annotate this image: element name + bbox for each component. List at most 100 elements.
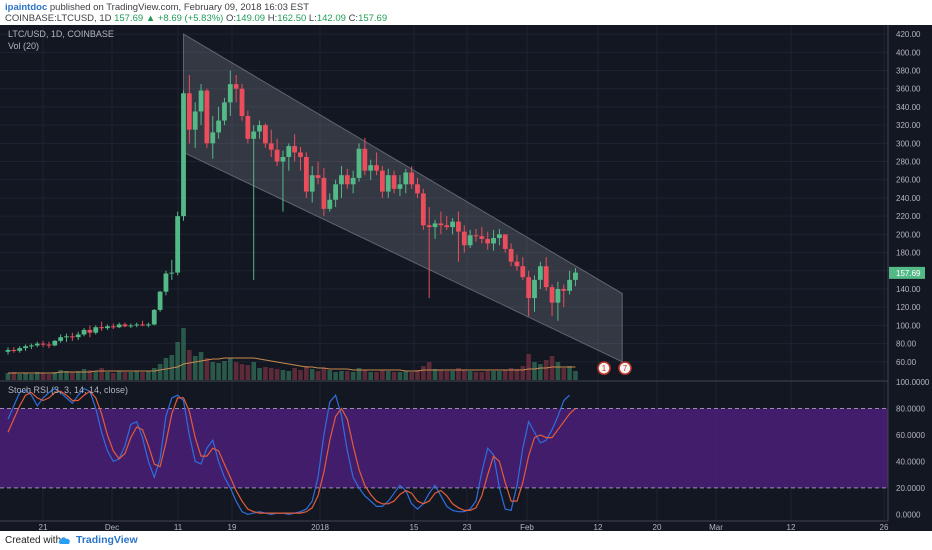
volume-bar [304,366,309,380]
candle-body [415,184,420,194]
volume-bar [315,371,321,380]
candle [555,281,561,321]
candle [29,343,34,350]
created-with-text: Created with [5,535,62,546]
candle [5,347,11,355]
open-label: O: [225,13,237,24]
volume-bar [467,371,473,380]
candle [239,84,245,121]
candle [140,320,145,327]
volume-bar [81,369,87,380]
low-label: L: [308,13,317,24]
candle-body [181,93,186,217]
stoch-rsi-line-1 [7,390,576,514]
volume-bar [75,371,81,380]
tradingview-cloud-icon[interactable] [58,534,72,546]
event-marker: 7 [618,361,632,375]
candle-body [497,234,502,238]
candle [315,161,321,185]
time-tick-label: 20 [653,523,662,531]
candle-body [163,273,169,292]
time-tick-label: 2018 [311,523,329,531]
candle [380,166,385,198]
chart-area[interactable]: 1 7 LTC/USD, 1D, COINBASE Vol (20) Stoch RS… [0,25,932,531]
price-tick-label: 180.00 [896,249,921,258]
candle [134,322,140,328]
candle-body [69,336,75,338]
candle-body [40,343,46,345]
candle [280,150,286,212]
tradingview-brand-link[interactable]: TradingView [76,534,138,546]
volume-bar [485,371,490,380]
candle [321,167,327,217]
candle [532,275,537,312]
candle-body [573,272,578,280]
candle [374,152,379,176]
candle [146,322,151,328]
candle [537,261,543,289]
stoch-rsi-pane[interactable]: Stoch RSI (3, 3, 14, 14, close) [0,385,888,516]
candle-body [309,175,315,192]
volume-bar [87,370,93,380]
candle-body [567,279,572,291]
candle [397,175,403,197]
candle-body [327,199,333,209]
candle [105,324,110,330]
candle-body [450,221,455,228]
candle [204,88,210,148]
volume-bar [391,372,397,380]
close-label: C: [348,13,359,24]
candle [368,159,374,180]
close-value: 157.69 [358,13,388,24]
candle-body [356,148,362,178]
volume-bar [116,371,122,380]
candle [473,228,479,242]
volume-bar [286,371,292,380]
author-link[interactable]: ipaintdoc [5,2,48,13]
open-value: 149.09 [236,13,266,24]
volume-bar [350,372,356,380]
volume-bar [491,371,496,380]
volume-bar [228,358,233,380]
candle-body [210,132,216,144]
volume-bar [333,372,338,380]
candle-body [169,272,175,274]
volume-bar [70,372,75,380]
volume-bar [192,356,198,380]
volume-bar [456,368,461,380]
candle-body [344,175,350,185]
candle [257,120,262,139]
candle [520,257,526,280]
candle-body [520,266,526,278]
stoch-rsi-tick-label: 60.0000 [896,431,925,440]
candle [222,97,227,126]
time-tick-label: Feb [520,523,534,531]
volume-bar [93,371,99,380]
chart-header: ipaintdoc published on TradingView.com, … [0,0,932,24]
event-marker-label: 1 [602,364,607,373]
candle-body [479,236,485,239]
candle-body [128,325,134,327]
candle-body [233,84,239,89]
candle [17,346,23,353]
volume-bar [397,372,403,380]
candle-body [23,346,28,349]
candle [175,211,181,276]
published-text: published on TradingView.com, February 0… [47,2,309,13]
candle-body [75,334,81,338]
candle-body [549,287,555,303]
volume-bar [415,370,420,380]
volume-bar [280,370,286,380]
volume-bar [543,360,549,380]
candle-body [403,172,409,185]
candle [450,217,455,235]
candle-body [245,116,251,139]
volume-bar [181,328,186,380]
candle-body [409,172,415,185]
stoch-rsi-tick-label: 20.0000 [896,484,925,493]
candle-body [157,291,163,310]
candle [444,216,450,230]
volume-bar [374,372,379,380]
candle-body [93,327,99,333]
stoch-rsi-title: Stoch RSI (3, 3, 14, 14, close) [8,385,128,395]
